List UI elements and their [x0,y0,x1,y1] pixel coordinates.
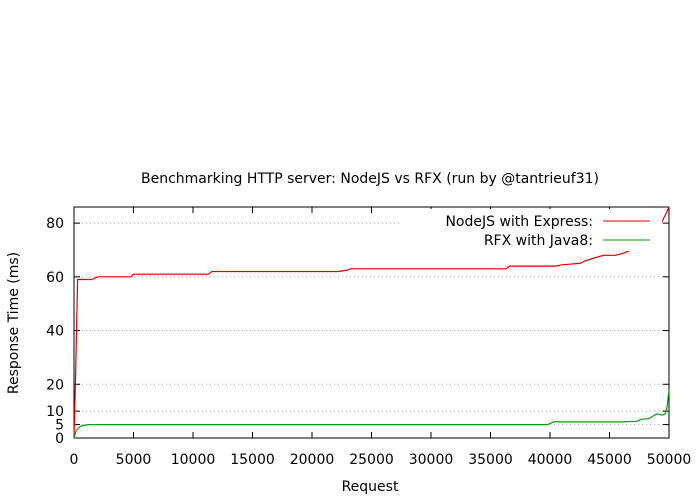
y-axis-label: Response Time (ms) [6,252,22,394]
y-tick-label: 5 [55,418,64,434]
x-axis-label: Request [342,479,399,495]
legend-label: NodeJS with Express: [445,214,593,230]
x-tick-label: 15000 [230,452,275,468]
y-tick-label: 60 [46,270,64,286]
x-tick-label: 35000 [468,452,513,468]
gridlines [74,222,669,426]
x-tick-label: 20000 [290,452,335,468]
y-tick-label: 0 [55,431,64,447]
x-tick-label: 5000 [116,452,152,468]
x-tick-label: 50000 [647,452,692,468]
legend: NodeJS with Express: RFX with Java8: [400,209,662,251]
y-tick-label: 40 [46,324,64,340]
y-tick-label: 10 [46,404,64,420]
y-tick-label: 20 [46,377,64,393]
chart-title: Benchmarking HTTP server: NodeJS vs RFX … [141,171,599,187]
x-tick-label: 40000 [528,452,573,468]
x-tick-label: 45000 [587,452,632,468]
x-tick-label: 0 [70,452,79,468]
x-tick-label: 10000 [171,452,216,468]
x-tick-label: 25000 [349,452,394,468]
legend-label: RFX with Java8: [484,233,593,249]
series-line [73,389,670,439]
legend-background [400,209,662,251]
y-tick-label: 80 [46,216,64,232]
x-tick-label: 30000 [409,452,454,468]
